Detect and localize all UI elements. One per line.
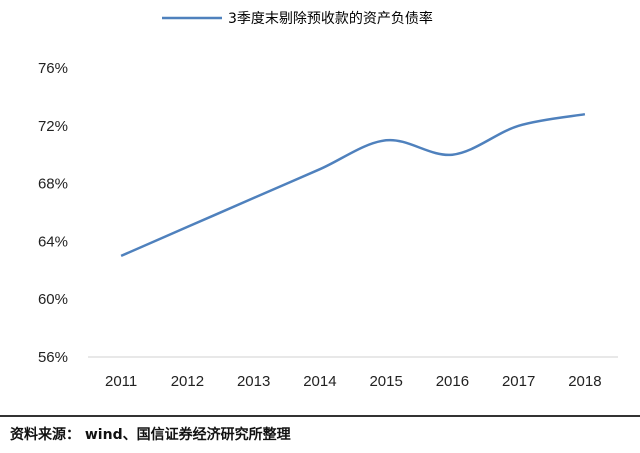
x-tick-label: 2017 bbox=[502, 373, 535, 390]
y-tick-label: 60% bbox=[38, 291, 68, 308]
footer-divider bbox=[0, 415, 640, 417]
y-tick-label: 56% bbox=[38, 349, 68, 366]
x-tick-label: 2011 bbox=[105, 373, 137, 390]
y-axis: 56% 60% 64% 68% 72% 76% bbox=[38, 60, 68, 366]
y-tick-label: 72% bbox=[38, 118, 68, 135]
x-tick-label: 2015 bbox=[369, 373, 402, 390]
series-layer bbox=[120, 112, 586, 258]
x-tick-label: 2013 bbox=[237, 373, 270, 390]
source-note: 资料来源： wind、国信证券经济研究所整理 bbox=[10, 427, 291, 443]
series-line bbox=[120, 112, 586, 258]
x-tick-label: 2014 bbox=[303, 373, 336, 390]
x-tick-label: 2012 bbox=[171, 373, 204, 390]
x-axis: 2011 2012 2013 2014 2015 2016 2017 2018 bbox=[105, 373, 602, 390]
y-tick-label: 64% bbox=[38, 233, 68, 250]
y-tick-label: 76% bbox=[38, 60, 68, 77]
legend-label: 3季度末剔除预收款的资产负债率 bbox=[228, 10, 433, 27]
x-tick-label: 2018 bbox=[568, 373, 601, 390]
y-tick-label: 68% bbox=[38, 176, 68, 193]
x-tick-label: 2016 bbox=[436, 373, 469, 390]
